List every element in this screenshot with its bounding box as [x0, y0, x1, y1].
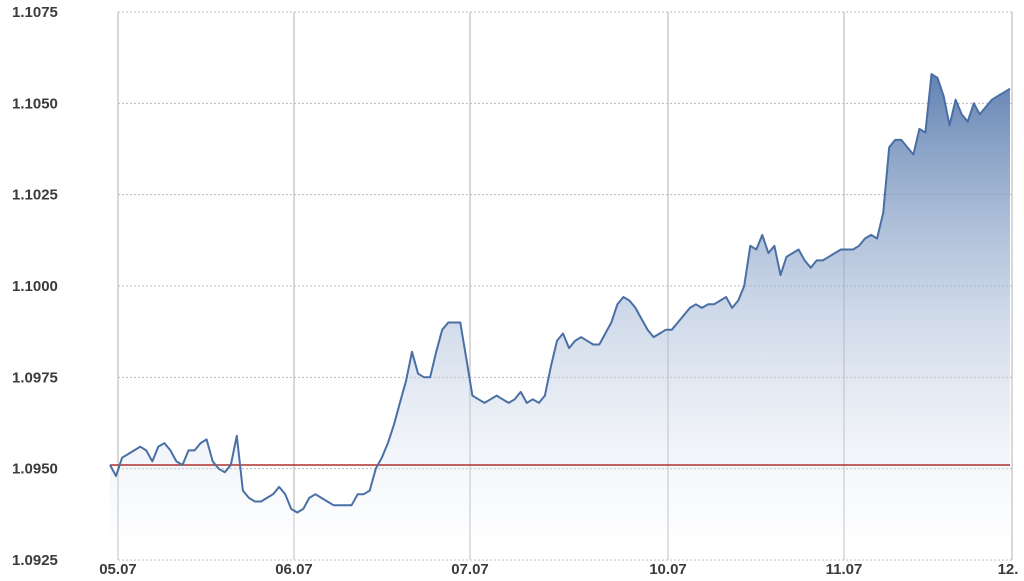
- price-area: [110, 74, 1010, 560]
- y-tick-label-5: 1.0950: [12, 461, 58, 478]
- y-tick-label-4: 1.0975: [12, 369, 58, 386]
- x-tick-label-3: 10.07: [649, 561, 687, 576]
- y-axis-ticks: 1.1075 1.1050 1.1025 1.1000 1.0975 1.0950 1.09…: [12, 4, 58, 569]
- price-line: [109, 73, 1011, 514]
- x-tick-label-4: 11.07: [826, 561, 863, 576]
- x-axis-ticks: 05.07 06.07 07.07 10.07 11.07 12.: [99, 561, 1019, 578]
- y-tick-label-1: 1.1050: [12, 95, 58, 112]
- y-tick-label-2: 1.1025: [12, 187, 58, 204]
- price-area-fill: [110, 74, 1010, 560]
- x-tick-label-0: 05.07: [99, 561, 137, 576]
- y-tick-label-6: 1.0925: [12, 552, 58, 569]
- price-line-group: [109, 73, 1011, 514]
- y-tick-label-3: 1.1000: [12, 278, 58, 295]
- x-tick-label-2: 07.07: [451, 561, 489, 576]
- x-tick-label-5: 12.: [998, 561, 1019, 576]
- y-tick-label-0: 1.1075: [12, 4, 58, 21]
- x-tick-label-1: 06.07: [275, 561, 313, 576]
